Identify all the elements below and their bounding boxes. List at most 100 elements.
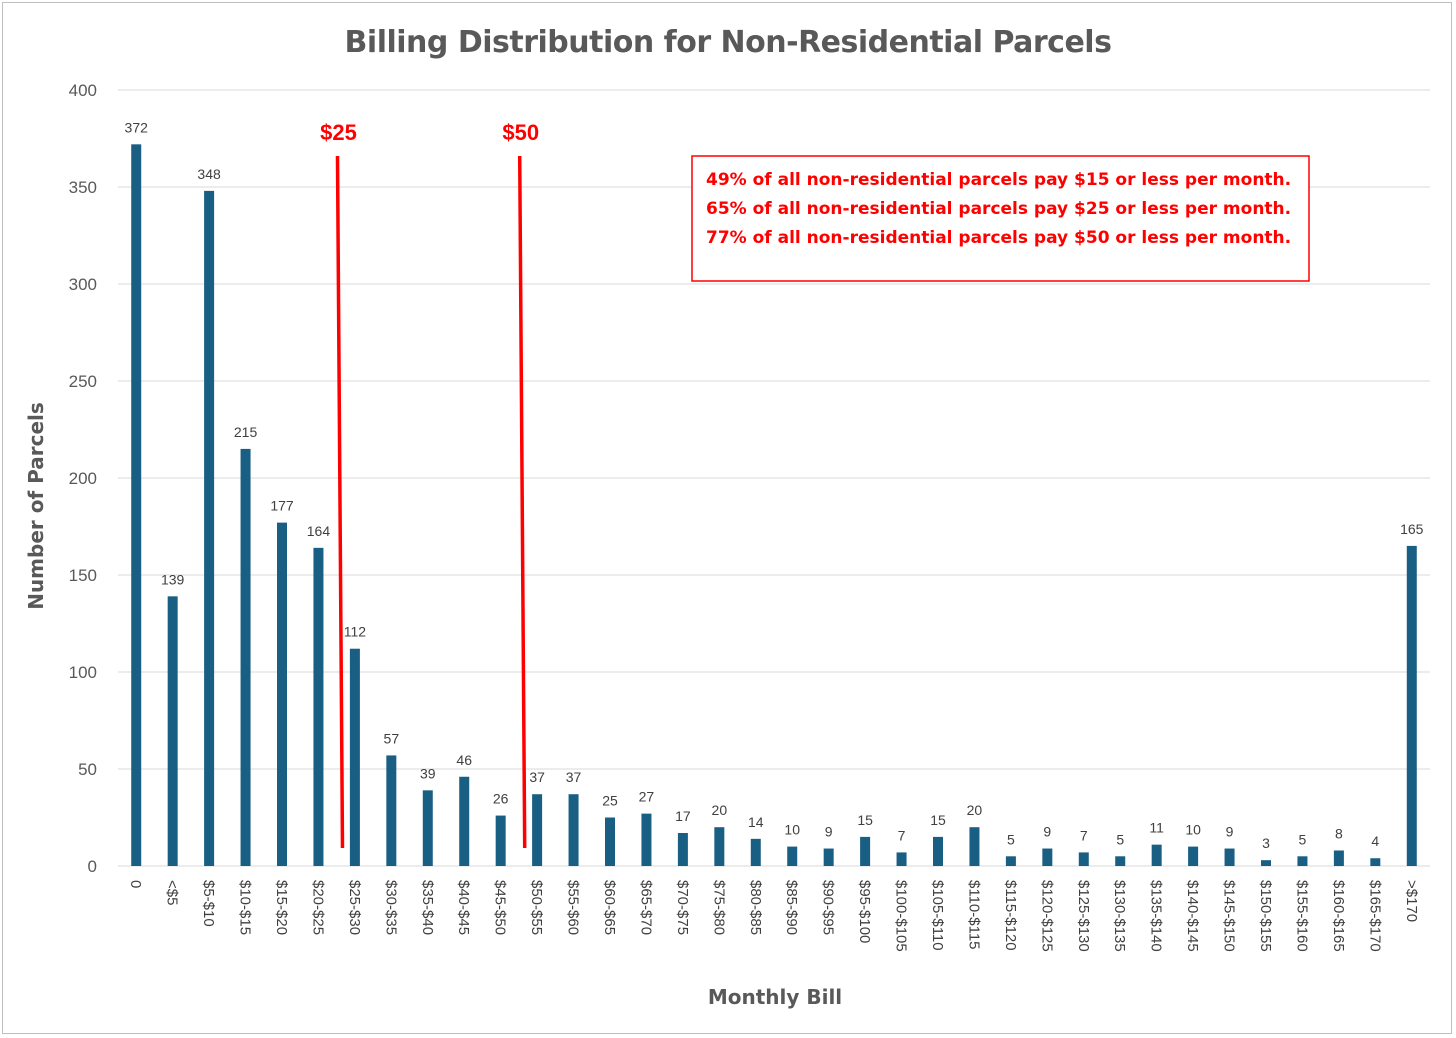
bar [1115,856,1126,866]
x-tick-label: $150-$155 [1257,880,1274,952]
x-tick-label: $85-$90 [783,880,800,935]
x-tick-label: $70-$75 [674,880,691,935]
data-label: 7 [1080,827,1088,843]
x-tick-label: $140-$145 [1184,880,1201,952]
x-tick-label: 0 [127,880,144,888]
threshold-line [335,155,345,849]
y-tick-label: 250 [69,372,97,391]
x-tick-label: >$170 [1403,880,1420,922]
y-tick-label: 100 [69,663,97,682]
bar [532,794,543,866]
x-tick-label: $145-$150 [1221,880,1238,952]
data-label: 5 [1007,831,1015,847]
bar [1406,545,1417,866]
y-tick-label: 350 [69,178,97,197]
bar [240,448,251,866]
data-label: 14 [748,814,764,830]
y-axis-ticks: 0 50 100 150 200 250 300 350 400 [69,81,97,876]
data-label: 15 [930,812,946,828]
data-label: 37 [529,769,545,785]
bar [641,813,652,866]
x-tick-label: $120-$125 [1038,880,1055,952]
x-tick-label: $80-$85 [747,880,764,935]
x-tick-label: $125-$130 [1075,880,1092,952]
x-tick-label: <$5 [164,880,181,905]
x-tick-label: $135-$140 [1148,880,1165,952]
bar [167,596,178,866]
data-label: 39 [420,765,436,781]
x-tick-label: $130-$135 [1111,880,1128,952]
data-label: 348 [197,166,221,182]
data-label: 9 [1043,824,1051,840]
data-label: 20 [967,802,983,818]
x-tick-label: $75-$80 [710,880,727,935]
bar [313,547,324,866]
bar [1005,856,1016,866]
bar [933,836,943,866]
bar [459,776,470,866]
data-label: 11 [1149,820,1164,836]
bar [1370,858,1381,866]
bar [1188,846,1199,866]
data-label: 10 [784,822,800,838]
data-label: 25 [602,793,618,809]
bar [204,190,215,866]
bar [386,755,397,866]
bar [568,794,579,866]
data-label: 5 [1299,831,1307,847]
x-tick-label: $20-$25 [309,880,326,935]
bar [349,648,360,866]
annotation-line-2: 65% of all non-residential parcels pay $… [706,199,1291,219]
bar [1078,852,1089,866]
data-label: 3 [1262,835,1270,851]
data-label: 37 [566,769,582,785]
x-tick-label: $35-$40 [419,880,436,935]
bar [896,852,907,866]
x-tick-label: $155-$160 [1293,880,1310,952]
data-label: 46 [456,752,472,768]
data-label: 26 [493,791,509,807]
bar [1333,850,1344,866]
y-tick-label: 300 [69,275,97,294]
x-axis-ticks: 0 <$5 $5-$10 $10-$15 $15-$20 $20-$25 $25-$30 $3… [127,880,1420,952]
bar [1261,860,1271,866]
bar [823,848,834,866]
x-tick-label: $90-$95 [820,880,837,935]
bar [750,838,761,866]
data-label: 8 [1335,825,1343,841]
data-label: 177 [270,498,294,514]
data-label: 15 [857,812,873,828]
bar [714,827,725,866]
x-tick-label: $55-$60 [565,880,582,935]
bars [131,144,1417,866]
threshold-markers: $25 $50 [320,120,539,849]
bar [677,833,688,866]
x-tick-label: $60-$65 [601,880,618,935]
data-label: 9 [1226,824,1234,840]
data-label: 372 [125,119,149,135]
bar [495,815,506,866]
data-label: 5 [1116,831,1124,847]
threshold-label: $50 [502,120,539,145]
y-tick-label: 200 [69,469,97,488]
x-axis-title: Monthly Bill [708,985,842,1009]
bar [787,846,798,866]
data-label: 57 [384,730,400,746]
bar [277,522,287,866]
y-tick-label: 150 [69,566,97,585]
x-tick-label: $10-$15 [237,880,254,935]
bar [969,827,980,866]
x-tick-label: $105-$110 [929,880,946,951]
chart-title: Billing Distribution for Non-Residential… [345,25,1112,60]
x-tick-label: $115-$120 [1002,880,1019,951]
x-tick-label: $45-$50 [492,880,509,935]
data-label: 112 [344,624,367,640]
data-label: 9 [825,824,833,840]
data-label: 7 [898,827,906,843]
bar [605,817,615,866]
data-label: 215 [234,424,258,440]
y-axis-title: Number of Parcels [24,402,48,610]
